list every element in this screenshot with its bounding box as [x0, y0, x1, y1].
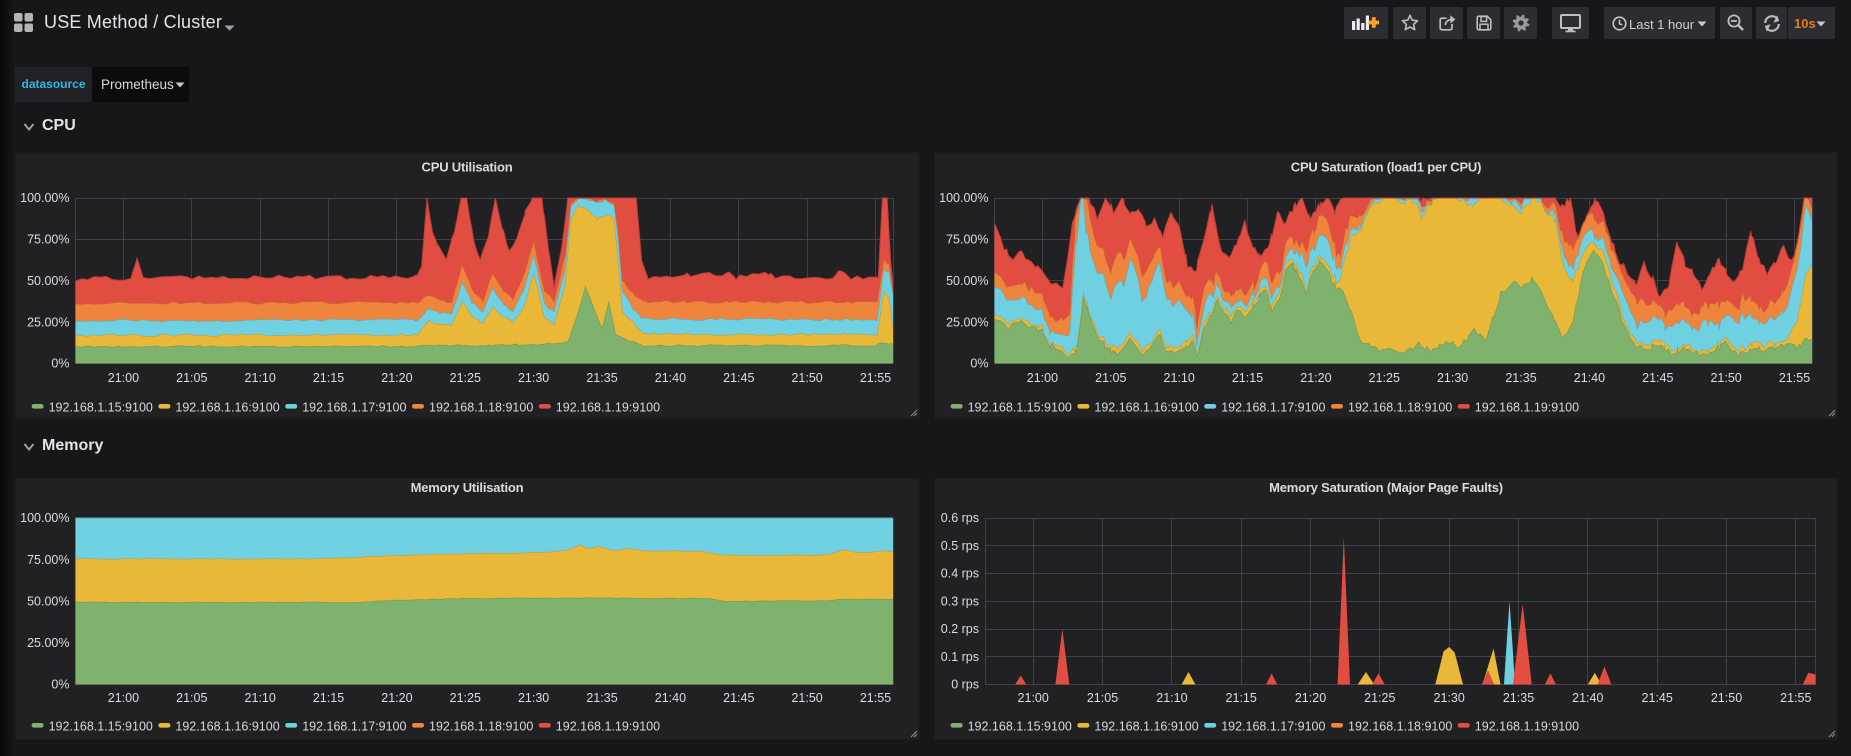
svg-text:21:00: 21:00: [108, 691, 139, 705]
svg-text:Memory Utilisation: Memory Utilisation: [411, 480, 524, 495]
svg-text:21:20: 21:20: [381, 691, 412, 705]
svg-text:0.5 rps: 0.5 rps: [941, 539, 979, 553]
svg-text:21:05: 21:05: [176, 691, 207, 705]
svg-text:100.00%: 100.00%: [20, 191, 69, 205]
svg-text:75.00%: 75.00%: [27, 553, 69, 567]
svg-text:21:25: 21:25: [450, 371, 481, 385]
svg-text:21:15: 21:15: [1226, 691, 1257, 705]
svg-text:192.168.1.16:9100: 192.168.1.16:9100: [175, 400, 279, 414]
svg-text:192.168.1.19:9100: 192.168.1.19:9100: [556, 719, 660, 733]
svg-text:192.168.1.16:9100: 192.168.1.16:9100: [175, 719, 279, 733]
svg-text:CPU Utilisation: CPU Utilisation: [422, 160, 513, 175]
svg-text:21:00: 21:00: [1018, 691, 1049, 705]
svg-text:21:30: 21:30: [518, 691, 549, 705]
svg-text:21:10: 21:10: [245, 691, 276, 705]
svg-text:21:40: 21:40: [1574, 371, 1605, 385]
svg-text:21:05: 21:05: [1087, 691, 1118, 705]
svg-text:100.00%: 100.00%: [939, 191, 988, 205]
svg-text:21:40: 21:40: [655, 691, 686, 705]
svg-text:192.168.1.16:9100: 192.168.1.16:9100: [1094, 719, 1198, 733]
svg-text:192.168.1.15:9100: 192.168.1.15:9100: [968, 719, 1072, 733]
svg-text:Memory Saturation (Major Page: Memory Saturation (Major Page Faults): [1269, 480, 1503, 495]
svg-text:21:20: 21:20: [1295, 691, 1326, 705]
svg-text:0.2 rps: 0.2 rps: [941, 622, 979, 636]
svg-text:21:50: 21:50: [1710, 371, 1741, 385]
svg-text:21:45: 21:45: [1642, 371, 1673, 385]
svg-text:0%: 0%: [51, 357, 69, 371]
svg-text:100.00%: 100.00%: [20, 511, 69, 525]
svg-text:21:15: 21:15: [1232, 371, 1263, 385]
svg-text:0.6 rps: 0.6 rps: [941, 511, 979, 525]
svg-text:21:30: 21:30: [1437, 371, 1468, 385]
svg-text:21:45: 21:45: [723, 371, 754, 385]
svg-text:192.168.1.19:9100: 192.168.1.19:9100: [1475, 719, 1579, 733]
svg-text:21:55: 21:55: [860, 691, 891, 705]
svg-text:21:55: 21:55: [860, 371, 891, 385]
svg-text:192.168.1.19:9100: 192.168.1.19:9100: [1475, 400, 1579, 414]
svg-text:21:35: 21:35: [586, 371, 617, 385]
svg-text:0.3 rps: 0.3 rps: [941, 595, 979, 609]
svg-text:0 rps: 0 rps: [951, 678, 979, 692]
svg-text:21:30: 21:30: [518, 371, 549, 385]
svg-text:192.168.1.17:9100: 192.168.1.17:9100: [1221, 719, 1325, 733]
svg-text:21:35: 21:35: [1505, 371, 1536, 385]
svg-text:25.00%: 25.00%: [27, 636, 69, 650]
svg-text:21:30: 21:30: [1434, 691, 1465, 705]
svg-text:192.168.1.17:9100: 192.168.1.17:9100: [302, 719, 406, 733]
svg-text:0%: 0%: [51, 678, 69, 692]
svg-text:21:20: 21:20: [1300, 371, 1331, 385]
svg-text:192.168.1.18:9100: 192.168.1.18:9100: [1348, 719, 1452, 733]
svg-text:0.1 rps: 0.1 rps: [941, 650, 979, 664]
svg-text:21:10: 21:10: [1156, 691, 1187, 705]
svg-text:25.00%: 25.00%: [27, 315, 69, 329]
svg-text:21:25: 21:25: [1369, 371, 1400, 385]
svg-text:21:45: 21:45: [1642, 691, 1673, 705]
svg-text:21:55: 21:55: [1780, 691, 1811, 705]
svg-text:192.168.1.17:9100: 192.168.1.17:9100: [1221, 400, 1325, 414]
svg-text:21:35: 21:35: [1503, 691, 1534, 705]
svg-text:21:50: 21:50: [791, 691, 822, 705]
svg-text:192.168.1.18:9100: 192.168.1.18:9100: [429, 400, 533, 414]
svg-text:21:10: 21:10: [1164, 371, 1195, 385]
svg-text:192.168.1.17:9100: 192.168.1.17:9100: [302, 400, 406, 414]
svg-text:21:45: 21:45: [723, 691, 754, 705]
svg-text:21:10: 21:10: [245, 371, 276, 385]
svg-text:21:15: 21:15: [313, 691, 344, 705]
svg-text:50.00%: 50.00%: [27, 274, 69, 288]
svg-text:21:25: 21:25: [1364, 691, 1395, 705]
svg-text:192.168.1.15:9100: 192.168.1.15:9100: [968, 400, 1072, 414]
svg-text:192.168.1.19:9100: 192.168.1.19:9100: [556, 400, 660, 414]
svg-text:21:00: 21:00: [1027, 371, 1058, 385]
svg-text:192.168.1.15:9100: 192.168.1.15:9100: [49, 719, 153, 733]
svg-text:192.168.1.15:9100: 192.168.1.15:9100: [49, 400, 153, 414]
svg-text:21:35: 21:35: [586, 691, 617, 705]
svg-text:21:50: 21:50: [791, 371, 822, 385]
svg-text:0%: 0%: [970, 357, 988, 371]
svg-text:21:55: 21:55: [1779, 371, 1810, 385]
svg-text:192.168.1.18:9100: 192.168.1.18:9100: [1348, 400, 1452, 414]
svg-text:21:40: 21:40: [1572, 691, 1603, 705]
svg-text:21:20: 21:20: [381, 371, 412, 385]
svg-text:75.00%: 75.00%: [27, 233, 69, 247]
svg-text:50.00%: 50.00%: [27, 595, 69, 609]
svg-text:192.168.1.16:9100: 192.168.1.16:9100: [1094, 400, 1198, 414]
svg-text:21:05: 21:05: [176, 371, 207, 385]
svg-text:21:25: 21:25: [450, 691, 481, 705]
svg-text:0.4 rps: 0.4 rps: [941, 567, 979, 581]
svg-text:21:50: 21:50: [1711, 691, 1742, 705]
svg-text:50.00%: 50.00%: [946, 274, 988, 288]
svg-text:21:40: 21:40: [655, 371, 686, 385]
svg-text:192.168.1.18:9100: 192.168.1.18:9100: [429, 719, 533, 733]
svg-text:25.00%: 25.00%: [946, 315, 988, 329]
svg-text:21:15: 21:15: [313, 371, 344, 385]
svg-text:21:00: 21:00: [108, 371, 139, 385]
svg-text:CPU Saturation (load1 per CPU): CPU Saturation (load1 per CPU): [1291, 160, 1481, 175]
svg-text:21:05: 21:05: [1095, 371, 1126, 385]
svg-text:75.00%: 75.00%: [946, 233, 988, 247]
